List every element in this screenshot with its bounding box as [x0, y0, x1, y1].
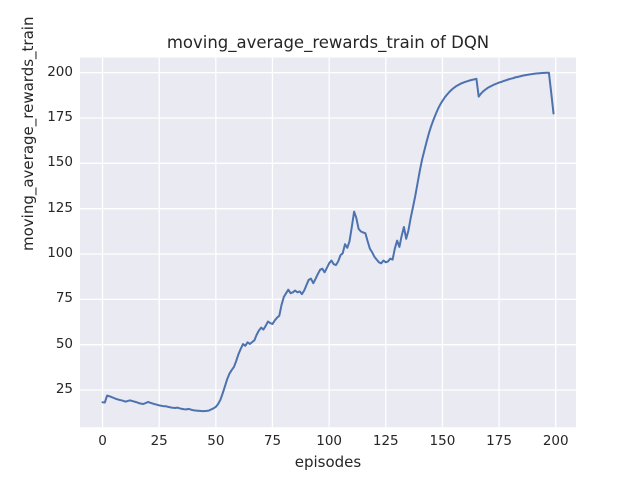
y-tick-label: 100	[47, 245, 73, 261]
y-tick-label: 25	[55, 381, 73, 398]
y-tick-label: 175	[47, 108, 73, 125]
y-tick-label: 50	[55, 335, 73, 352]
y-tick-label: 150	[47, 154, 73, 171]
x-tick-label: 100	[316, 433, 343, 449]
x-tick-label: 75	[263, 433, 282, 449]
x-tick-label: 25	[150, 433, 168, 449]
x-tick-label: 150	[429, 433, 456, 449]
y-axis-label: moving_average_rewards_train	[19, 16, 37, 251]
axes-background	[80, 57, 576, 428]
y-tick-label: 125	[47, 199, 73, 216]
x-tick-label: 0	[98, 433, 107, 449]
x-tick-label: 125	[372, 433, 399, 449]
x-tick-label: 175	[486, 433, 512, 449]
series-line-dqn-rewards	[101, 71, 555, 413]
y-tick-label: 200	[47, 63, 73, 80]
x-tick-label: 50	[207, 433, 225, 449]
grid-lines	[80, 57, 576, 428]
y-tick-label: 75	[55, 290, 73, 307]
chart-title: moving_average_rewards_train of DQN	[166, 33, 490, 52]
x-axis-label: episodes	[294, 453, 362, 471]
x-tick-label: 200	[542, 433, 569, 449]
